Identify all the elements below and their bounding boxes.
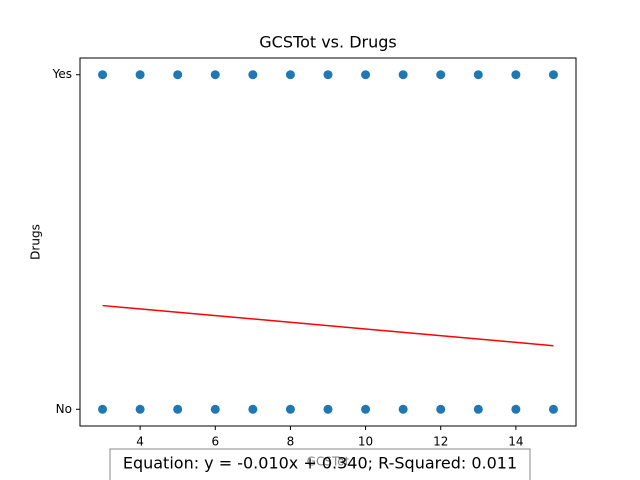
point	[361, 404, 371, 414]
y-tick-label: No	[56, 402, 72, 416]
point	[473, 404, 483, 414]
point	[173, 70, 183, 80]
point	[436, 70, 446, 80]
x-tick-label: 8	[287, 435, 295, 449]
point	[285, 70, 295, 80]
point	[436, 404, 446, 414]
point	[210, 404, 220, 414]
point	[135, 70, 145, 80]
point	[511, 70, 521, 80]
x-tick-label: 10	[358, 435, 373, 449]
point	[210, 70, 220, 80]
point	[173, 404, 183, 414]
point	[248, 70, 258, 80]
x-tick-label: 4	[136, 435, 144, 449]
y-axis-label: Drugs	[29, 224, 43, 260]
point	[323, 70, 333, 80]
point	[135, 404, 145, 414]
point	[98, 404, 108, 414]
point	[361, 70, 371, 80]
x-tick-label: 6	[211, 435, 219, 449]
point	[511, 404, 521, 414]
chart-title: GCSTot vs. Drugs	[259, 33, 396, 52]
point	[473, 70, 483, 80]
x-tick-label: 12	[433, 435, 448, 449]
point	[548, 404, 558, 414]
point	[98, 70, 108, 80]
annotation: Equation: y = -0.010x + 0.340; R-Squared…	[123, 454, 517, 473]
point	[398, 70, 408, 80]
annotation-box	[109, 448, 531, 480]
x-tick-label: 14	[508, 435, 523, 449]
regression-line	[102, 304, 554, 347]
point	[548, 70, 558, 80]
point	[323, 404, 333, 414]
point	[248, 404, 258, 414]
y-tick-label: Yes	[52, 67, 72, 81]
axes-frame	[79, 57, 577, 427]
point	[398, 404, 408, 414]
point	[285, 404, 295, 414]
